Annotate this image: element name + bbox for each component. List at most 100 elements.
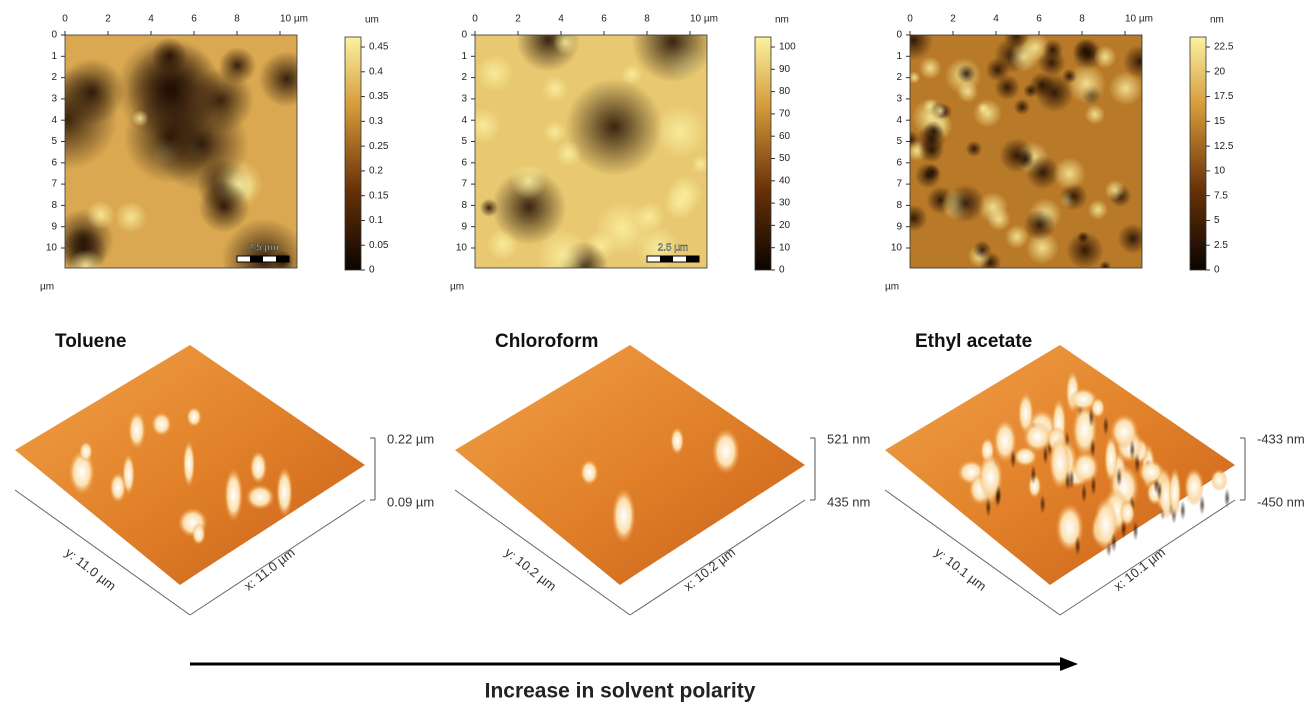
surface-peak bbox=[712, 428, 740, 475]
x-tick-label: 6 bbox=[191, 14, 197, 25]
scale-bar-label: 2.5 µm bbox=[248, 243, 279, 254]
y-tick-label: 4 bbox=[51, 115, 57, 126]
surface-pit bbox=[1064, 470, 1071, 491]
y-tick-label: 2 bbox=[461, 72, 467, 83]
map-bright bbox=[543, 120, 567, 144]
x-tick-label: 2 bbox=[515, 14, 521, 25]
y-tick-label: 8 bbox=[51, 200, 57, 211]
map-bright bbox=[933, 104, 947, 118]
surface-peak bbox=[670, 427, 685, 455]
x-tick-label: 8 bbox=[1079, 14, 1085, 25]
map-pit bbox=[1023, 83, 1038, 98]
y-tick-label: 0 bbox=[896, 30, 902, 41]
surface-peak bbox=[151, 412, 172, 437]
map-bright bbox=[910, 71, 921, 84]
colorbar-unit: um bbox=[365, 15, 379, 26]
y-tick-label: 5 bbox=[896, 136, 902, 147]
map-pit bbox=[1065, 231, 1104, 268]
surface-peak bbox=[186, 406, 202, 427]
y-tick-label: 3 bbox=[461, 94, 467, 105]
y-tick-label: 10 bbox=[456, 243, 468, 254]
surface-pit bbox=[1156, 480, 1163, 501]
colorbar-tick-label: 30 bbox=[779, 198, 791, 209]
x-axis-3d bbox=[629, 499, 806, 616]
afm-map bbox=[65, 35, 297, 268]
colorbar-tick-label: 0.15 bbox=[369, 190, 389, 201]
colorbar-tick-label: 10 bbox=[779, 242, 791, 253]
map-pit bbox=[65, 67, 118, 170]
surface-peak bbox=[1104, 434, 1119, 483]
map-pit bbox=[1061, 68, 1077, 84]
map-bright bbox=[1084, 104, 1106, 125]
surface-pit bbox=[1090, 475, 1097, 496]
map-pit bbox=[972, 240, 992, 260]
colorbar bbox=[344, 36, 362, 271]
colorbar-tick-label: 0.05 bbox=[369, 240, 389, 251]
surface-peak bbox=[245, 484, 275, 510]
y-axis-3d-label: y: 10.1 µm bbox=[932, 544, 989, 593]
colorbar-tick-label: 17.5 bbox=[1214, 91, 1234, 102]
map-pit bbox=[1013, 98, 1031, 116]
y-tick-label: 2 bbox=[896, 72, 902, 83]
surface-pit bbox=[1042, 444, 1049, 465]
surface-peak bbox=[249, 450, 268, 484]
y-axis-3d-label: y: 11.0 µm bbox=[62, 545, 119, 594]
map-pit bbox=[491, 169, 567, 245]
surface-peak bbox=[1023, 421, 1052, 453]
y-tick-label: 4 bbox=[896, 115, 902, 126]
y-tick-label: 0 bbox=[51, 30, 57, 41]
x-tick-label: 8 bbox=[234, 14, 240, 25]
z-top-label: 0.22 µm bbox=[387, 431, 434, 446]
surface-peak bbox=[79, 441, 93, 462]
colorbar-tick-label: 0 bbox=[779, 265, 785, 276]
surface-pit bbox=[1030, 464, 1037, 485]
map-pit bbox=[198, 181, 250, 233]
map-pit bbox=[965, 140, 983, 158]
map-pit bbox=[956, 64, 976, 84]
map-bright bbox=[1004, 224, 1029, 249]
map-bright bbox=[553, 35, 578, 55]
x-axis-3d bbox=[1059, 499, 1236, 616]
map-pit bbox=[946, 184, 985, 223]
scale-bar-seg bbox=[660, 256, 673, 262]
colorbar-tick-label: 90 bbox=[779, 64, 791, 75]
map-bright bbox=[541, 75, 569, 103]
surface-peak bbox=[1071, 451, 1100, 484]
y-axis-3d bbox=[454, 489, 631, 616]
y-tick-label: 5 bbox=[461, 136, 467, 147]
map-frame bbox=[474, 34, 708, 269]
colorbar bbox=[754, 36, 772, 271]
y-tick-label: 1 bbox=[896, 51, 902, 62]
surface-peak bbox=[224, 468, 243, 522]
map-bright bbox=[662, 186, 697, 221]
surface-pit bbox=[1179, 500, 1186, 521]
map-bright bbox=[1087, 199, 1109, 220]
y-axis-3d bbox=[14, 489, 191, 616]
surface-peak bbox=[276, 467, 293, 517]
map-bright bbox=[1008, 41, 1040, 72]
x-tick-label: 6 bbox=[1036, 14, 1042, 25]
map-bright bbox=[536, 228, 591, 268]
z-bottom-label: 435 nm bbox=[827, 494, 870, 509]
surface-peak bbox=[1090, 397, 1106, 419]
surface-pit bbox=[995, 484, 1002, 505]
y-tick-label: 6 bbox=[896, 157, 902, 168]
map-pit bbox=[1003, 35, 1030, 49]
map-bright bbox=[633, 201, 665, 234]
colorbar-tick-label: 0.3 bbox=[369, 116, 383, 127]
y-tick-label: 9 bbox=[461, 221, 467, 232]
y-axis-3d-label: y: 10.2 µm bbox=[502, 544, 559, 593]
surface-peak bbox=[1069, 388, 1098, 411]
surface-peak bbox=[1210, 469, 1228, 492]
y-tick-label: 7 bbox=[461, 179, 467, 190]
map-bright bbox=[977, 102, 990, 115]
map-bright bbox=[510, 163, 547, 200]
z-bottom-label: 0.09 µm bbox=[387, 494, 434, 509]
y-tick-label: 7 bbox=[896, 179, 902, 190]
solvent-label: Toluene bbox=[55, 331, 126, 352]
y-tick-label: 7 bbox=[51, 179, 57, 190]
surface-peak bbox=[191, 522, 206, 546]
surface-pit bbox=[1010, 449, 1017, 470]
surface-pit bbox=[985, 497, 992, 518]
afm-map bbox=[910, 35, 1142, 268]
